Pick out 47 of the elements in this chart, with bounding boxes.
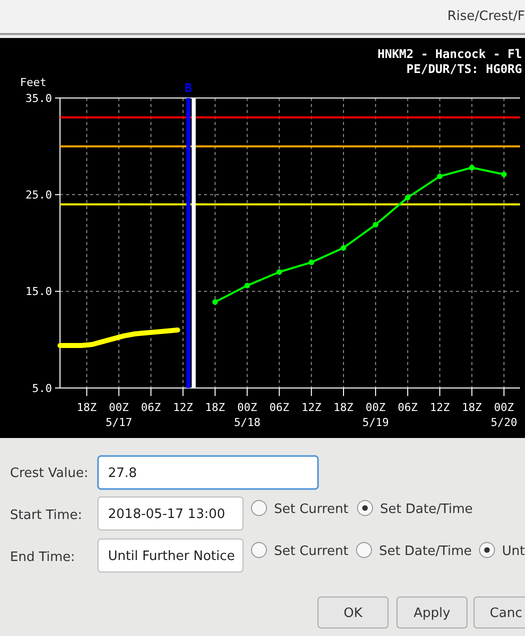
x-tick-label: 12Z: [173, 401, 194, 414]
button: Apply: [396, 596, 468, 628]
text: Rise/Crest/F: [447, 9, 525, 24]
text: End Time:: [10, 550, 76, 565]
chart-subtitle: PE/DUR/TS: HG0RG: [406, 62, 522, 76]
x-tick-label: 18Z: [205, 401, 226, 414]
x-tick-label: 18Z: [76, 401, 98, 414]
point: [212, 299, 218, 305]
text: Set Current: [274, 544, 348, 559]
y-tick-label: 5.0: [32, 382, 52, 395]
y-tick-label: 15.0: [26, 285, 52, 298]
x-tick-label: 00Z 5/20: [490, 401, 518, 429]
y-tick-label: 35.0: [26, 92, 52, 105]
text: Set Date/Time: [379, 544, 472, 559]
point: [469, 164, 475, 170]
point: [372, 222, 378, 228]
chart-title: HNKM2 - Hancock - Fl: [378, 47, 522, 61]
x-tick-label: 06Z: [140, 401, 162, 414]
x-tick-label: 00Z 5/19: [362, 401, 389, 429]
text-field: 27.8: [97, 455, 319, 490]
point: [501, 172, 507, 178]
text: Start Time:: [10, 508, 82, 523]
ref-line-label: B: [184, 81, 192, 95]
x-tick-label: 06Z: [398, 401, 418, 414]
point: [404, 194, 410, 200]
text-field: 2018-05-17 13:00: [98, 496, 244, 530]
y-axis-title: Feet: [20, 76, 46, 89]
y-tick-label: 25.0: [26, 188, 52, 202]
button: Canc: [474, 596, 525, 628]
text: Crest Value:: [10, 466, 88, 481]
point: [308, 260, 314, 266]
x-tick-label: 00Z 5/17: [106, 401, 132, 429]
button: OK: [318, 596, 388, 628]
text: Unt: [502, 544, 525, 559]
point: [244, 282, 250, 288]
x-tick-label: 06Z: [269, 401, 290, 414]
point: [276, 269, 282, 275]
x-tick-label: 12Z: [430, 401, 450, 414]
x-tick-label: 12Z: [301, 401, 322, 414]
x-tick-label: 00Z 5/18: [234, 401, 260, 429]
text: Set Date/Time: [380, 502, 473, 517]
point: [340, 245, 346, 251]
text: Set Current: [274, 502, 348, 517]
x-tick-label: 18Z: [462, 401, 482, 414]
point: [436, 174, 443, 180]
text-field: Until Further Notice: [98, 538, 244, 572]
x-tick-label: 18Z: [334, 401, 354, 414]
